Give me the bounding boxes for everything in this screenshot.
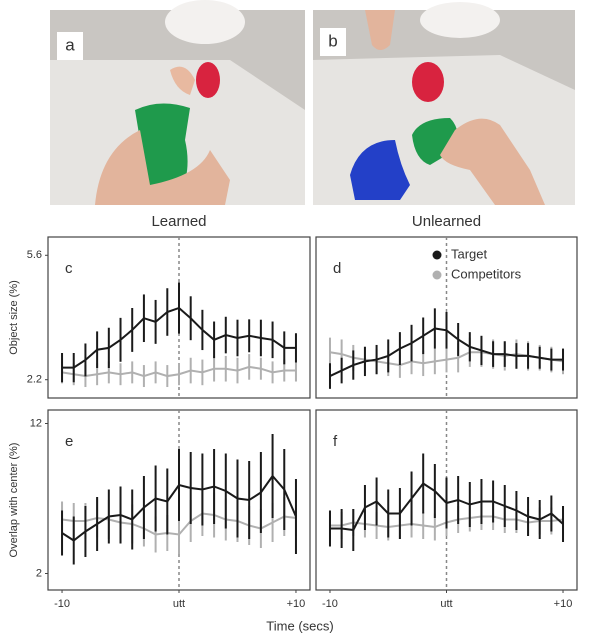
y-tick-label: 12 [30,417,42,429]
photo-a: a [50,0,305,205]
column-title: Learned [151,213,206,230]
series-line [61,365,296,378]
y-tick-label: 2 [36,567,42,579]
panel-label: f [333,433,338,450]
photo-label: a [65,35,75,54]
series-line [61,512,297,536]
x-tick-label: utt [440,598,452,610]
y-tick-label: 5.6 [27,249,42,261]
x-tick-label: utt [173,598,185,610]
series-line [329,327,564,377]
photo-b: b [313,2,575,205]
panel-label: c [65,260,73,277]
legend-label: Target [451,246,488,261]
x-tick-label: -10 [322,598,338,610]
y-tick-label: 2.2 [27,374,42,386]
photo-label: b [328,31,337,50]
panel-label: e [65,433,73,450]
series-line [62,306,296,369]
column-title: Unlearned [412,213,481,230]
x-tick-label: -10 [54,598,70,610]
x-axis-label: Time (secs) [266,618,333,633]
series-line [329,482,564,532]
legend-marker [432,270,442,280]
panel-label: d [333,260,341,277]
series-line [61,474,297,542]
y-axis-label: Object size (%) [8,280,20,355]
x-tick-label: +10 [554,598,573,610]
y-axis-label: Overlap with center (%) [8,443,20,558]
legend-marker [432,250,442,260]
x-tick-label: +10 [287,598,306,610]
legend-label: Competitors [451,266,522,281]
